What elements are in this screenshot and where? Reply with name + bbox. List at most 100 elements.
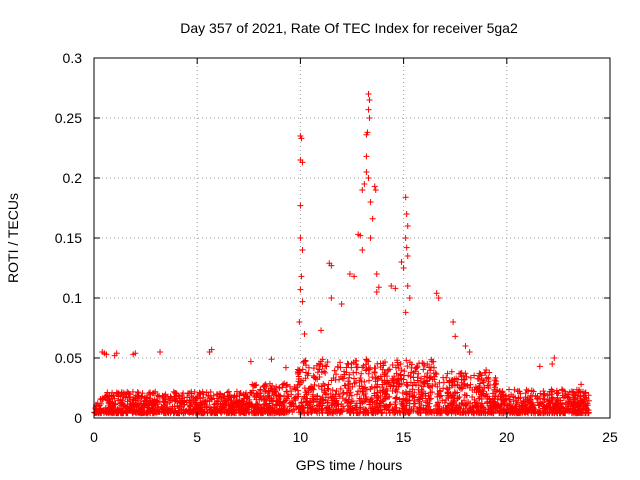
data-point-dense bbox=[346, 392, 353, 399]
data-point-dense bbox=[324, 359, 331, 366]
data-point-dense bbox=[391, 406, 398, 413]
data-point-dense bbox=[505, 393, 512, 400]
data-point-dense bbox=[322, 362, 329, 369]
data-point-dense bbox=[520, 398, 527, 405]
data-point-dense bbox=[498, 401, 505, 408]
data-point-dense bbox=[178, 399, 185, 406]
data-point-dense bbox=[418, 375, 425, 382]
data-point-dense bbox=[315, 383, 322, 390]
data-point-dense bbox=[122, 394, 129, 401]
data-point-dense bbox=[346, 380, 353, 387]
data-point-dense bbox=[387, 383, 394, 390]
y-tick-label: 0 bbox=[74, 410, 82, 426]
data-point-dense bbox=[416, 404, 423, 411]
data-point bbox=[400, 265, 407, 271]
data-point-dense bbox=[231, 392, 238, 399]
data-point-dense bbox=[383, 380, 390, 387]
data-point-dense bbox=[95, 410, 102, 417]
data-point-dense bbox=[366, 377, 373, 384]
data-point-dense bbox=[350, 409, 357, 416]
data-point-dense bbox=[123, 410, 130, 417]
data-point-dense bbox=[485, 378, 492, 385]
data-point-dense bbox=[427, 406, 434, 413]
data-point-dense bbox=[450, 401, 457, 408]
data-point bbox=[359, 247, 366, 253]
data-point bbox=[373, 271, 380, 277]
data-point-dense bbox=[423, 374, 430, 381]
data-point-dense bbox=[371, 390, 378, 397]
data-point bbox=[113, 350, 120, 357]
data-point-dense bbox=[365, 365, 372, 372]
data-point-dense bbox=[363, 407, 370, 414]
data-point-dense bbox=[450, 392, 457, 399]
data-point-dense bbox=[510, 398, 517, 405]
data-point-dense bbox=[562, 390, 569, 397]
data-point-dense bbox=[429, 389, 436, 396]
data-point bbox=[403, 211, 410, 217]
data-point-dense bbox=[359, 388, 366, 395]
data-point-dense bbox=[410, 400, 417, 407]
data-point-dense bbox=[234, 399, 241, 406]
data-point-dense bbox=[559, 387, 566, 394]
data-point-dense bbox=[174, 402, 181, 409]
x-tick-label: 5 bbox=[193, 429, 201, 445]
data-point-dense bbox=[485, 385, 492, 392]
data-point-dense bbox=[300, 358, 307, 365]
data-point-dense bbox=[243, 400, 250, 407]
data-point-dense bbox=[272, 387, 279, 394]
data-point-dense bbox=[546, 397, 553, 404]
data-point-dense bbox=[510, 409, 517, 416]
data-point-dense bbox=[457, 385, 464, 392]
data-point-dense bbox=[333, 371, 340, 378]
data-point-dense bbox=[547, 388, 554, 395]
data-point bbox=[388, 283, 395, 289]
data-point-dense bbox=[335, 401, 342, 408]
data-point-dense bbox=[353, 404, 360, 411]
data-point-dense bbox=[371, 384, 378, 391]
data-point-dense bbox=[379, 381, 386, 388]
data-point-dense bbox=[577, 389, 584, 396]
data-point-dense bbox=[527, 401, 534, 408]
data-point-dense bbox=[225, 401, 232, 408]
data-point-dense bbox=[461, 381, 468, 388]
axis-ticks bbox=[93, 57, 611, 419]
data-point bbox=[338, 301, 345, 307]
data-point-dense bbox=[371, 369, 378, 376]
data-point-dense bbox=[289, 408, 296, 415]
data-point-dense bbox=[232, 409, 239, 416]
data-point-dense bbox=[417, 410, 424, 417]
data-point bbox=[301, 331, 308, 337]
data-point-dense bbox=[217, 403, 224, 410]
data-point-dense bbox=[574, 395, 581, 402]
data-point-dense bbox=[314, 392, 321, 399]
data-point-dense bbox=[512, 394, 519, 401]
data-point-dense bbox=[309, 393, 316, 400]
data-point-dense bbox=[580, 404, 587, 411]
data-point bbox=[372, 187, 379, 193]
data-point bbox=[359, 187, 366, 193]
data-point-dense bbox=[446, 378, 453, 385]
data-point-dense bbox=[287, 403, 294, 410]
data-point-dense bbox=[207, 388, 214, 395]
data-point-dense bbox=[108, 409, 115, 416]
data-point-dense bbox=[339, 375, 346, 382]
data-point-dense bbox=[358, 378, 365, 385]
data-point-dense bbox=[269, 405, 276, 412]
data-point-dense bbox=[451, 395, 458, 402]
data-point-dense bbox=[462, 401, 469, 408]
data-point bbox=[452, 333, 459, 340]
data-point-dense bbox=[203, 389, 210, 396]
data-point-dense bbox=[381, 359, 388, 366]
data-point bbox=[365, 175, 372, 181]
data-point bbox=[402, 309, 409, 316]
data-point-dense bbox=[198, 402, 205, 409]
data-point bbox=[364, 129, 371, 136]
data-point bbox=[363, 169, 370, 175]
data-point-dense bbox=[397, 371, 404, 378]
data-point-dense bbox=[335, 391, 342, 398]
data-point-dense bbox=[532, 392, 539, 399]
data-point-dense bbox=[102, 407, 109, 414]
data-point-dense bbox=[399, 390, 406, 397]
data-point-dense bbox=[160, 406, 167, 413]
data-point-dense bbox=[323, 391, 330, 398]
